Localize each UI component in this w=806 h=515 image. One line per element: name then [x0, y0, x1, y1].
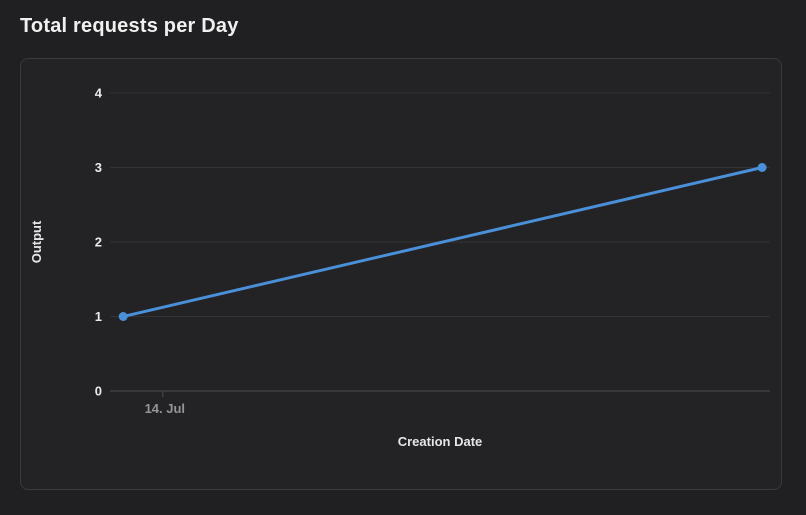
- x-tick-label: 14. Jul: [145, 401, 185, 416]
- y-tick-label: 2: [95, 235, 102, 250]
- x-axis-title: Creation Date: [398, 434, 483, 449]
- data-point-marker[interactable]: [118, 312, 128, 321]
- y-axis-title: Output: [29, 220, 44, 263]
- series-line: [121, 166, 764, 318]
- data-point-marker[interactable]: [757, 163, 767, 172]
- chart-card: [20, 58, 782, 490]
- y-tick-label: 0: [95, 384, 102, 399]
- page-title: Total requests per Day: [20, 15, 239, 37]
- y-tick-label: 1: [95, 309, 102, 324]
- y-tick-label: 4: [95, 86, 103, 101]
- y-tick-label: 3: [95, 160, 102, 175]
